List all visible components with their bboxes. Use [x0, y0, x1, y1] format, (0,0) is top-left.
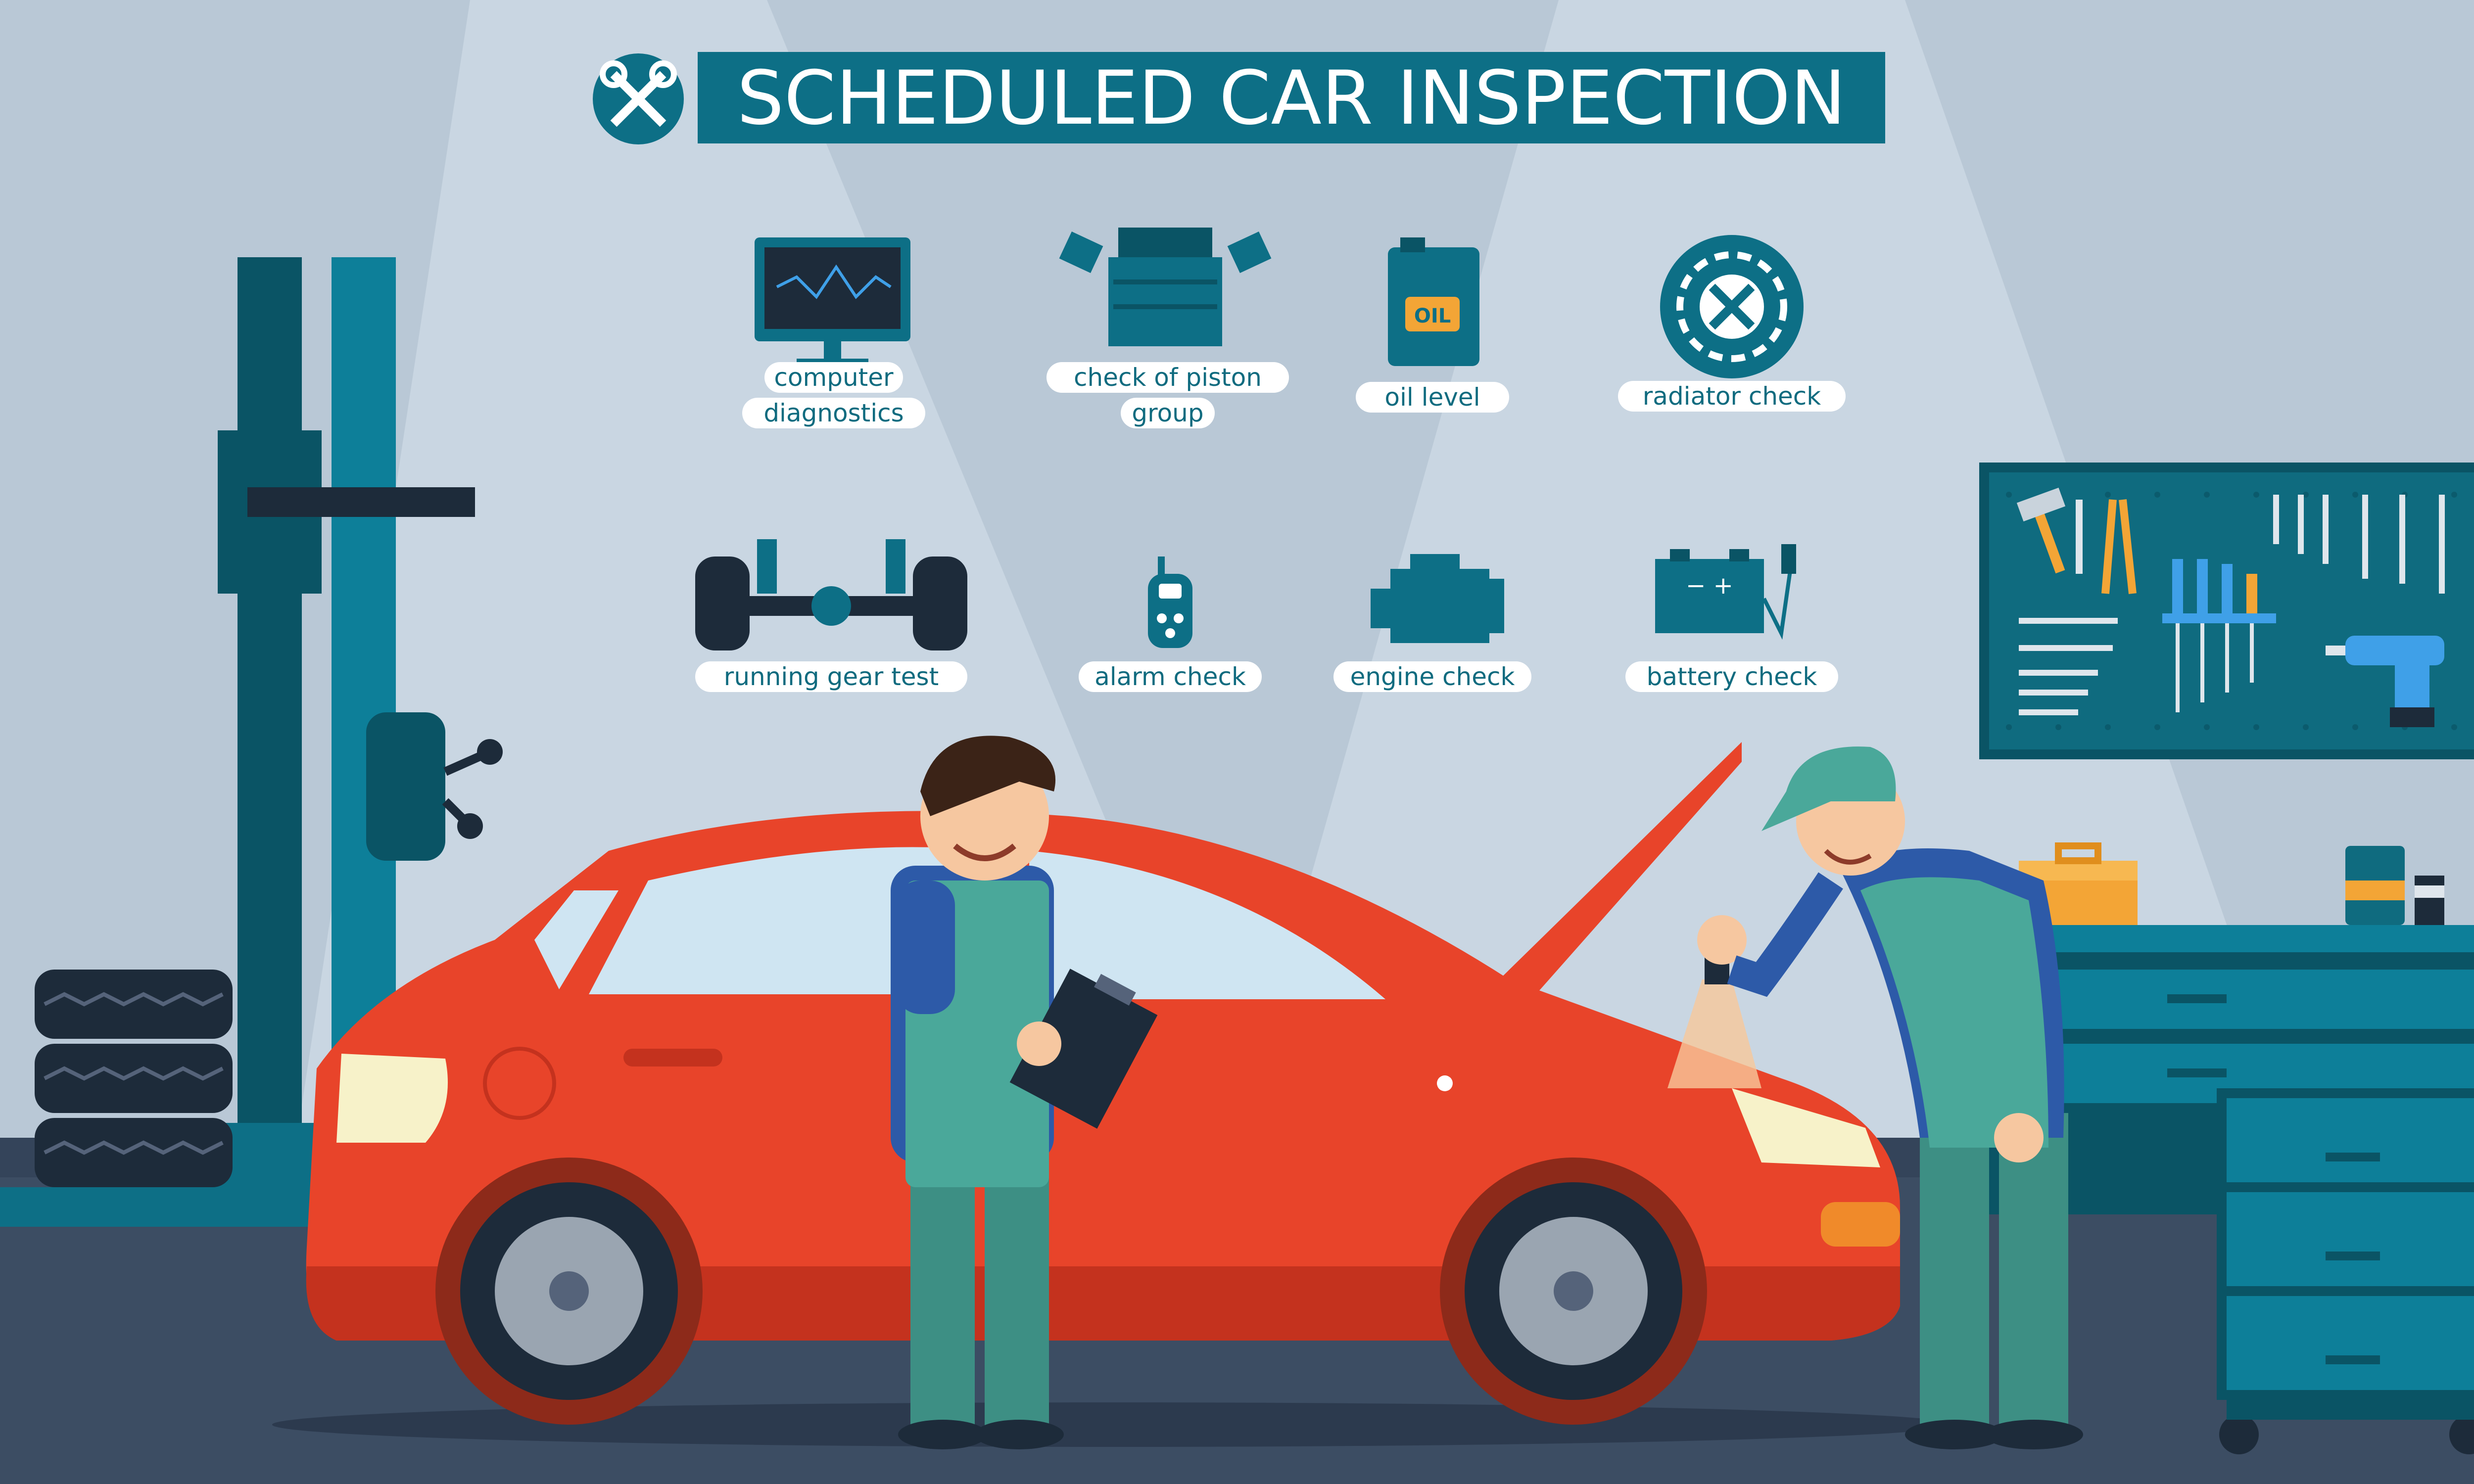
check-item-7: battery check [1625, 661, 1838, 692]
hammer-icon [2016, 487, 2066, 574]
check-label-pill [1333, 661, 1531, 692]
check-label: alarm check [1094, 662, 1246, 691]
axle-wheels-icon [695, 539, 967, 650]
check-label: radiator check [1643, 382, 1821, 411]
check-item-2: oil level [1356, 382, 1509, 413]
check-label: check of piston [1074, 363, 1262, 392]
page-title: SCHEDULED CAR INSPECTION [737, 55, 1846, 141]
title-bar [698, 52, 1885, 143]
title-banner: SCHEDULED CAR INSPECTION [593, 52, 1885, 144]
power-drill-icon [2326, 636, 2444, 727]
check-label-pill [1618, 381, 1846, 412]
check-label: computer [774, 363, 894, 392]
check-label-pill [1121, 398, 1215, 428]
flashlight-beam [1667, 979, 1761, 1088]
radiator-fan-icon [1660, 235, 1804, 378]
check-item-5: alarm check [1079, 661, 1262, 692]
check-item-0: computer diagnostics [742, 362, 925, 428]
check-label: group [1132, 399, 1203, 427]
check-item-3: radiator check [1618, 381, 1846, 412]
check-label: battery check [1647, 662, 1817, 691]
oil-canister-icon [2345, 846, 2444, 925]
battery-icon: − + [1655, 544, 1796, 640]
engine-icon [1371, 554, 1504, 643]
pliers-icon [2101, 499, 2137, 594]
check-label: oil level [1384, 383, 1480, 412]
battery-terminal-labels: − + [1686, 572, 1733, 600]
mechanic-with-clipboard [891, 736, 1158, 1449]
screwdriver-set-icon [2162, 559, 2276, 712]
check-label: diagnostics [763, 399, 904, 427]
check-label-pill [1625, 661, 1838, 692]
engine-block-icon [1059, 228, 1272, 346]
check-label-pill [1356, 382, 1509, 413]
oil-can-icon: OIL [1388, 237, 1479, 366]
check-label: running gear test [724, 662, 939, 691]
rear-wheel [435, 1158, 703, 1425]
clipboard-icon [1009, 969, 1158, 1129]
check-label: engine check [1350, 662, 1515, 691]
check-item-6: engine check [1333, 661, 1531, 692]
check-label-pill [1079, 661, 1262, 692]
check-item-1: check of piston group [1047, 362, 1289, 428]
monitor-icon [755, 237, 910, 368]
check-label-pill [1047, 362, 1289, 393]
check-label-pill [764, 362, 903, 393]
check-labels: computer diagnostics check of piston group o… [695, 362, 1846, 692]
wrench-set-icon [2019, 495, 2445, 715]
check-item-4: running gear test [695, 661, 967, 692]
check-label-pill [742, 398, 925, 428]
oil-can-label: OIL [1414, 305, 1451, 327]
front-wheel [1440, 1158, 1707, 1425]
mechanic-with-flashlight [1667, 746, 2083, 1449]
key-fob-icon [1148, 556, 1192, 648]
tool-board [1979, 463, 2474, 759]
check-label-pill [695, 661, 967, 692]
stacked-tires [35, 970, 233, 1187]
